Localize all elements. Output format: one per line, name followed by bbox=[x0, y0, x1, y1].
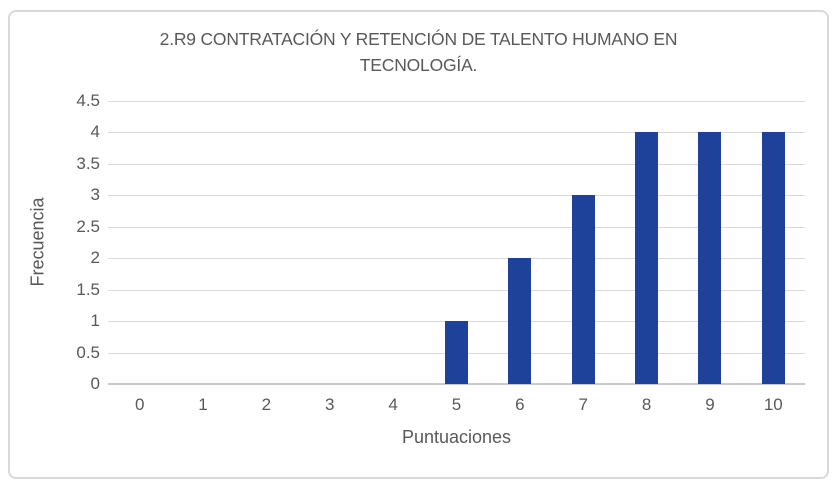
bar-6 bbox=[508, 258, 532, 384]
x-tick-label: 1 bbox=[198, 395, 208, 414]
x-axis-title: Puntuaciones bbox=[401, 427, 512, 447]
bar-9 bbox=[698, 132, 722, 384]
x-tick-label: 7 bbox=[578, 395, 588, 414]
y-tick-label: 0.5 bbox=[76, 342, 100, 362]
x-tick-label: 4 bbox=[388, 395, 398, 414]
gridline bbox=[108, 226, 805, 228]
x-axis-line bbox=[108, 383, 805, 385]
gridline bbox=[108, 101, 805, 102]
y-tick-label: 0 bbox=[90, 374, 100, 393]
x-tick-label: 0 bbox=[134, 395, 145, 414]
plot-area bbox=[108, 101, 805, 385]
y-tick-label: 3.5 bbox=[76, 153, 100, 173]
gridline bbox=[108, 195, 805, 197]
x-tick-label: 5 bbox=[451, 395, 462, 414]
x-tick-label: 3 bbox=[325, 395, 335, 414]
y-tick-label: 1 bbox=[90, 311, 100, 331]
y-tick-label: 2 bbox=[90, 248, 100, 268]
x-tick-label: 6 bbox=[515, 395, 525, 414]
x-tick-label: 10 bbox=[763, 395, 783, 414]
bar-5 bbox=[445, 321, 468, 384]
y-tick-label: 4 bbox=[90, 122, 100, 142]
y-tick-label: 3 bbox=[90, 185, 100, 205]
x-tick-label: 8 bbox=[641, 395, 652, 414]
x-tick-label: 9 bbox=[705, 395, 715, 414]
y-axis-tick-labels: 4.5 4 3.5 3 2.5 2 1.5 1 0.5 0 bbox=[0, 92, 100, 393]
bar-8 bbox=[635, 132, 659, 384]
gridline bbox=[108, 289, 805, 291]
x-axis-tick-labels: 0 1 2 3 4 5 6 7 8 9 10 bbox=[108, 395, 805, 417]
bar-7 bbox=[571, 195, 595, 384]
y-tick-label: 1.5 bbox=[76, 279, 100, 299]
gridline bbox=[108, 258, 805, 260]
gridline bbox=[108, 132, 805, 134]
chart-title: 2.R9 CONTRATACIÓN Y RETENCIÓN DE TALENTO… bbox=[159, 29, 678, 75]
y-tick-label: 4.5 bbox=[76, 91, 100, 110]
y-tick-label: 2.5 bbox=[76, 216, 100, 236]
bar-10 bbox=[761, 132, 785, 384]
gridline bbox=[108, 163, 805, 165]
x-tick-label: 2 bbox=[261, 395, 272, 414]
chart-frame bbox=[8, 10, 829, 479]
